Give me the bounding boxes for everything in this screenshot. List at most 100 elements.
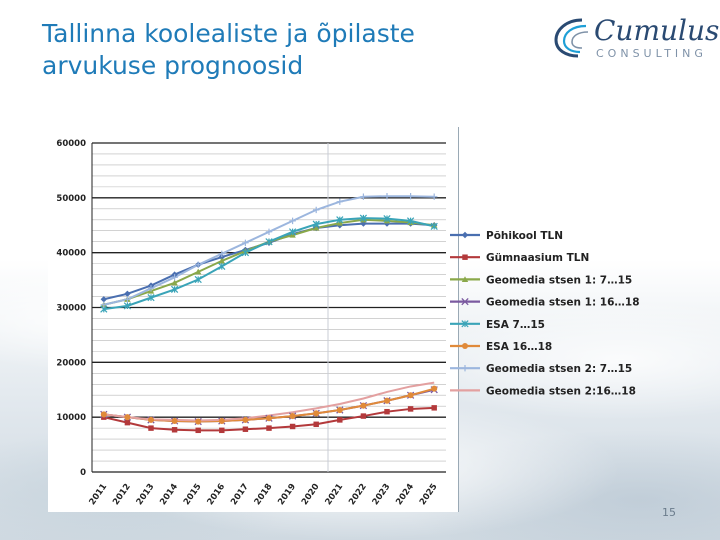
x-tick-label: 2022 xyxy=(347,482,369,507)
data-point-circle xyxy=(360,402,367,409)
data-point-circle xyxy=(289,413,296,420)
y-tick-label: 0 xyxy=(80,468,86,478)
data-point-circle xyxy=(171,417,178,425)
data-point-asterisk xyxy=(288,228,297,236)
data-point-square xyxy=(407,406,414,412)
x-tick-label: 2020 xyxy=(300,482,322,507)
page-number: 15 xyxy=(662,506,676,519)
x-tick-label: 2021 xyxy=(323,482,345,507)
x-tick-label: 2011 xyxy=(87,482,109,507)
data-point-plus xyxy=(100,301,107,308)
data-point-triangle xyxy=(218,257,225,264)
legend-entry-label: Gümnaasium TLN xyxy=(486,252,589,264)
y-tick-label: 50000 xyxy=(56,194,86,204)
data-point-plus xyxy=(124,296,131,303)
data-point-square xyxy=(337,417,343,423)
legend-entry-label: Geomedia stsen 2: 7…15 xyxy=(486,363,632,375)
data-point-plus xyxy=(360,193,367,200)
data-point-asterisk xyxy=(170,285,179,294)
data-point-square xyxy=(462,254,468,260)
data-point-circle xyxy=(461,342,469,350)
data-point-square xyxy=(289,423,296,430)
data-point-plus xyxy=(171,274,178,281)
data-point-circle xyxy=(124,414,131,421)
chart-frame: 0 10000 20000 30000 40000 50000 60000 2011 2012… xyxy=(48,127,640,512)
data-point-square xyxy=(171,427,178,433)
data-point-plus xyxy=(313,206,320,214)
data-point-asterisk xyxy=(123,302,132,310)
logo-swoosh-icon xyxy=(554,18,589,58)
data-point-asterisk xyxy=(241,249,250,257)
data-point-circle xyxy=(431,385,438,392)
legend-entry-label: Põhikool TLN xyxy=(486,230,563,242)
y-tick-label: 10000 xyxy=(56,413,86,423)
title-line-1: Tallinna koolealiste ja õpilaste xyxy=(42,19,415,48)
data-point-circle xyxy=(407,392,414,399)
data-point-diamond xyxy=(383,220,391,227)
data-point-plus xyxy=(383,192,391,200)
x-tick-label: 2024 xyxy=(394,482,416,507)
data-point-asterisk xyxy=(336,216,344,224)
data-point-asterisk xyxy=(383,215,391,223)
x-tick-label: 2018 xyxy=(253,482,275,507)
data-point-triangle xyxy=(171,279,178,286)
data-point-square xyxy=(384,408,390,415)
data-point-diamond xyxy=(124,290,131,297)
data-point-plus xyxy=(289,217,296,225)
logo-name: Cumulus xyxy=(594,14,720,47)
data-point-circle xyxy=(265,415,273,422)
data-point-asterisk xyxy=(218,262,226,270)
data-point-plus xyxy=(195,261,202,268)
data-point-plus xyxy=(407,192,414,200)
data-point-plus xyxy=(242,239,249,246)
data-point-triangle xyxy=(195,268,202,275)
x-tick-label: 2017 xyxy=(229,482,251,507)
legend-entry-label: Geomedia stsen 1: 7…15 xyxy=(486,274,632,286)
data-point-x xyxy=(461,297,469,306)
data-point-asterisk xyxy=(265,238,273,246)
data-point-plus xyxy=(336,198,343,205)
data-point-circle xyxy=(195,418,202,425)
x-tick-label: 2025 xyxy=(418,482,440,507)
data-point-diamond xyxy=(100,296,107,303)
line-chart: 0 10000 20000 30000 40000 50000 60000 2011 2012… xyxy=(56,139,640,507)
legend-entry-label: ESA 16…18 xyxy=(486,341,552,353)
data-point-asterisk xyxy=(461,320,469,328)
data-point-asterisk xyxy=(359,214,368,222)
data-point-square xyxy=(313,421,319,428)
data-point-square xyxy=(266,425,272,431)
logo-subtitle: CONSULTING xyxy=(596,47,707,60)
data-point-square xyxy=(124,419,131,426)
x-tick-label: 2014 xyxy=(158,482,180,507)
data-point-triangle xyxy=(313,224,320,231)
data-point-asterisk xyxy=(147,294,155,302)
title-line-2: arvukuse prognoosid xyxy=(42,51,304,80)
y-tick-label: 30000 xyxy=(56,304,86,314)
data-point-diamond xyxy=(218,253,225,261)
data-point-asterisk xyxy=(430,222,438,230)
data-point-triangle xyxy=(461,276,469,282)
x-tick-label: 2019 xyxy=(276,482,298,507)
y-tick-label: 20000 xyxy=(56,358,86,368)
data-point-plus xyxy=(218,250,225,257)
data-point-square xyxy=(148,425,154,431)
slide-title: Tallinna koolealiste ja õpilaste arvukus… xyxy=(42,18,462,82)
data-point-circle xyxy=(242,416,249,423)
data-point-plus xyxy=(431,193,438,200)
y-tick-label: 60000 xyxy=(56,139,86,149)
y-tick-label: 40000 xyxy=(56,249,86,259)
data-point-square xyxy=(195,427,201,434)
x-tick-label: 2012 xyxy=(111,482,133,507)
x-tick-label: 2013 xyxy=(135,482,157,507)
data-point-diamond xyxy=(461,231,469,239)
data-point-circle xyxy=(313,410,320,417)
company-logo: Cumulus CONSULTING xyxy=(552,14,719,64)
data-point-square xyxy=(431,405,437,411)
data-point-square xyxy=(219,427,225,434)
legend-entry-label: ESA 7…15 xyxy=(486,319,545,331)
legend-entry-label: Geomedia stsen 1: 16…18 xyxy=(486,297,640,309)
data-point-asterisk xyxy=(312,220,320,228)
legend-entry-label: Geomedia stsen 2:16…18 xyxy=(486,385,636,397)
data-point-circle xyxy=(147,416,155,423)
data-point-plus xyxy=(461,365,469,372)
